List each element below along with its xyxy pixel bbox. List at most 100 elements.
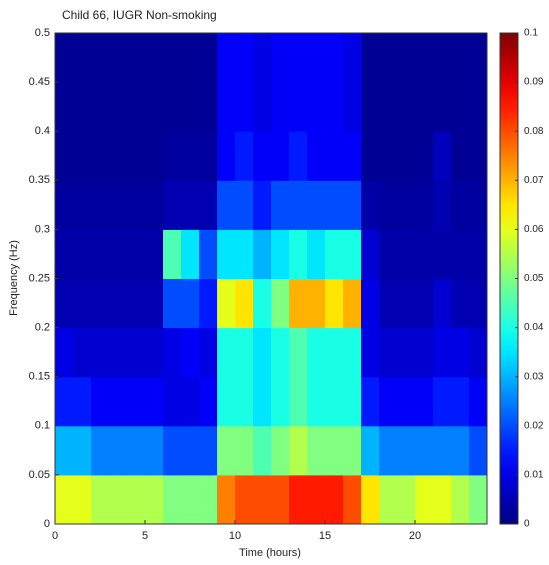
- x-tick-label: 20: [409, 530, 421, 542]
- heatmap-cell: [235, 376, 254, 427]
- heatmap-cell: [217, 474, 236, 525]
- heatmap-cell: [235, 278, 254, 329]
- heatmap-cell: [289, 278, 308, 329]
- heatmap-cell: [253, 376, 272, 427]
- heatmap-cell: [55, 180, 74, 230]
- colorbar-tick-label: 0.1: [524, 28, 538, 39]
- heatmap-cell: [163, 474, 182, 525]
- heatmap-cell: [397, 82, 416, 132]
- heatmap-cell: [307, 474, 326, 525]
- heatmap-cell: [253, 229, 272, 279]
- heatmap-cell: [325, 229, 344, 279]
- heatmap-cell: [415, 376, 434, 427]
- heatmap-cell: [469, 229, 488, 279]
- heatmap-cell: [325, 82, 344, 132]
- heatmap-cell: [307, 180, 326, 230]
- heatmap-cell: [415, 425, 434, 476]
- heatmap-cell: [145, 327, 164, 378]
- heatmap-cell: [91, 82, 110, 132]
- heatmap-cell: [433, 82, 452, 132]
- y-tick-label: 0.2: [35, 322, 50, 334]
- heatmap-cell: [217, 278, 236, 329]
- heatmap-cell: [163, 180, 182, 230]
- chart-title: Child 66, IUGR Non-smoking: [62, 8, 217, 22]
- colorbar-tick-label: 0.05: [524, 273, 544, 284]
- heatmap-cell: [127, 180, 146, 230]
- heatmap-cell: [361, 131, 380, 181]
- heatmap-cell: [55, 131, 74, 181]
- heatmap-cell: [451, 278, 470, 329]
- heatmap-cell: [415, 474, 434, 525]
- heatmap-cell: [145, 425, 164, 476]
- heatmap-cell: [163, 82, 182, 132]
- heatmap-cell: [271, 180, 290, 230]
- heatmap-cell: [181, 278, 200, 329]
- heatmap-cell: [73, 229, 92, 279]
- heatmap-cell: [199, 180, 218, 230]
- heatmap-cell: [289, 327, 308, 378]
- heatmap-cell: [163, 131, 182, 181]
- heatmap-cell: [199, 376, 218, 427]
- heatmap-cell: [73, 425, 92, 476]
- heatmap-cell: [415, 229, 434, 279]
- heatmap-cell: [163, 327, 182, 378]
- heatmap-cell: [163, 33, 182, 83]
- heatmap-cell: [127, 131, 146, 181]
- heatmap-cell: [253, 327, 272, 378]
- heatmap-cell: [379, 180, 398, 230]
- heatmap-cell: [235, 229, 254, 279]
- heatmap-cell: [271, 425, 290, 476]
- heatmap-cell: [253, 82, 272, 132]
- heatmap-cell: [217, 376, 236, 427]
- heatmap-cell: [361, 82, 380, 132]
- x-tick-label: 5: [142, 530, 148, 542]
- heatmap-cell: [379, 33, 398, 83]
- heatmap-cell: [469, 376, 488, 427]
- heatmap-cell: [145, 131, 164, 181]
- heatmap-cell: [325, 278, 344, 329]
- colorbar-tick-label: 0: [524, 519, 530, 530]
- heatmap-cell: [271, 131, 290, 181]
- heatmap-cell: [55, 425, 74, 476]
- heatmap-cell: [109, 33, 128, 83]
- heatmap-cell: [289, 425, 308, 476]
- heatmap-cell: [343, 131, 362, 181]
- heatmap-cell: [73, 131, 92, 181]
- heatmap-cell: [163, 425, 182, 476]
- heatmap-cell: [415, 82, 434, 132]
- heatmap-cell: [199, 229, 218, 279]
- heatmap-cell: [217, 131, 236, 181]
- heatmap-cell: [217, 327, 236, 378]
- heatmap-cell: [199, 278, 218, 329]
- colorbar-tick-label: 0.02: [524, 420, 544, 431]
- heatmap-cell: [469, 131, 488, 181]
- heatmap-cell: [217, 180, 236, 230]
- heatmap-cell: [235, 33, 254, 83]
- heatmap-cell: [397, 327, 416, 378]
- heatmap-cell: [361, 474, 380, 525]
- heatmap-cell: [397, 131, 416, 181]
- heatmap-cell: [361, 376, 380, 427]
- heatmap-cell: [145, 82, 164, 132]
- heatmap-cell: [343, 229, 362, 279]
- heatmap-cell: [271, 33, 290, 83]
- heatmap-cell: [271, 327, 290, 378]
- heatmap-cell: [73, 327, 92, 378]
- heatmap-cell: [127, 33, 146, 83]
- heatmap-cell: [109, 229, 128, 279]
- heatmap-cell: [415, 180, 434, 230]
- heatmap-cell: [181, 474, 200, 525]
- colorbar-tick-label: 0.03: [524, 371, 544, 382]
- heatmap-cell: [253, 474, 272, 525]
- heatmap-cell: [307, 131, 326, 181]
- heatmap-cell: [379, 131, 398, 181]
- heatmap-cell: [253, 180, 272, 230]
- heatmap-cell: [379, 229, 398, 279]
- heatmap-cell: [343, 33, 362, 83]
- heatmap-cell: [307, 425, 326, 476]
- heatmap-cell: [109, 131, 128, 181]
- heatmap-cell: [343, 278, 362, 329]
- heatmap-cell: [271, 376, 290, 427]
- heatmap-cell: [469, 180, 488, 230]
- heatmap-cell: [73, 376, 92, 427]
